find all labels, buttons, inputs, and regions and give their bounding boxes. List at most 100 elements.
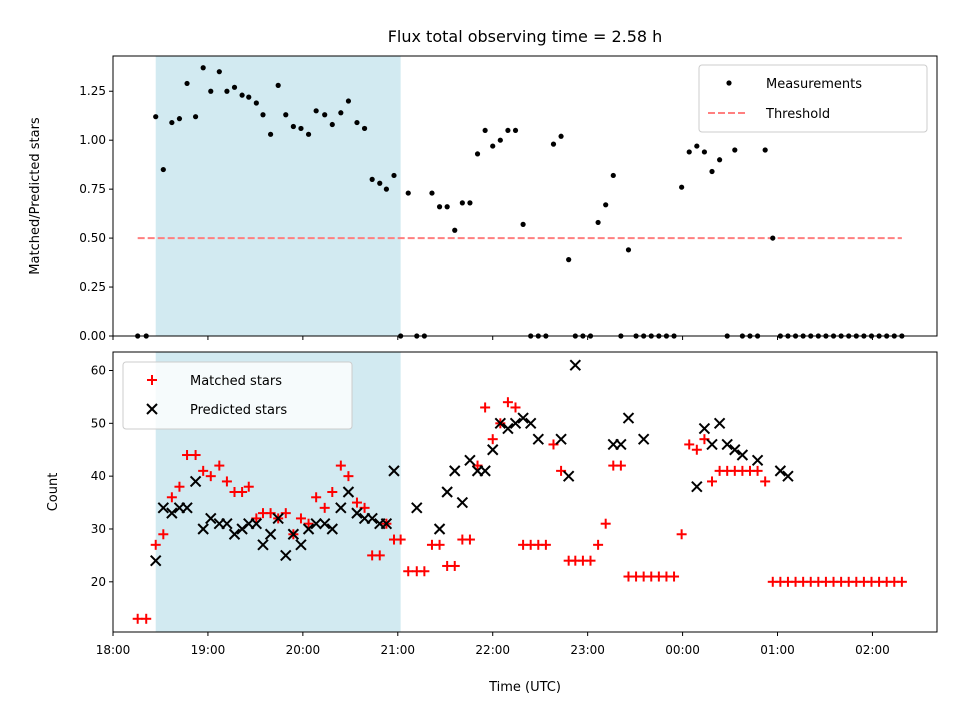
top-axes-frame [112,55,938,337]
top-legend-measurements-label: Measurements [766,77,862,92]
predicted-star-point [380,517,393,530]
matched-star-point [502,397,513,408]
measurement-point [246,94,252,100]
measurement-point [405,190,411,196]
bottom-y-tick-label: 60 [91,363,106,377]
bottom-x-tick-label: 22:00 [475,643,510,657]
matched-star-point [707,476,718,487]
predicted-star-point [351,507,363,519]
predicted-star-point [479,465,491,477]
measurement-point [452,227,458,233]
predicted-star-point [532,433,544,445]
predicted-star-point [157,502,170,514]
matched-star-point [190,450,201,461]
measurement-point [603,202,609,208]
bottom-legend-predicted-marker [146,403,158,415]
measurement-point [436,204,443,210]
matched-star-point [198,465,209,476]
matched-star-point [327,487,338,497]
bottom-x-tick-label: 02:00 [855,643,890,657]
predicted-star-point [366,512,378,525]
measurement-point [224,88,230,94]
predicted-star-point [280,549,292,562]
measurement-point [322,112,328,118]
measurement-point [762,147,768,153]
bottom-x-axis-label: Time (UTC) [488,680,561,695]
bottom-y-ticks: 20 30 40 50 60 [91,363,113,589]
predicted-star-point [509,417,522,430]
measurement-point [566,257,572,263]
matched-star-point [593,539,604,550]
predicted-star-point [388,465,400,477]
matched-star-point [319,502,330,513]
matched-star-point [237,487,248,497]
measurement-point [290,123,296,130]
predicted-star-point [615,438,627,451]
top-chart-title: Flux total observing time = 2.58 h [388,27,663,46]
matched-star-point [669,571,680,582]
matched-star-point [684,439,695,450]
matched-star-point [760,476,771,487]
matched-star-point [166,492,177,503]
matched-star-point [221,476,232,487]
matched-star-point [174,481,185,492]
predicted-star-point [774,465,787,477]
predicted-star-point [449,465,461,477]
measurement-point [361,125,368,132]
predicted-star-point [464,454,476,467]
measurement-point [550,141,557,147]
bottom-x-tick-label: 00:00 [665,643,700,657]
predicted-star-point [494,417,507,430]
predicted-star-point [150,554,162,567]
measurement-point [231,84,238,90]
predicted-star-point [555,433,567,445]
bottom-x-tick-label: 20:00 [286,643,321,657]
measurement-point [239,92,245,98]
measurement-point [686,149,692,155]
predicted-star-point [326,523,338,535]
measurement-point [391,172,397,179]
measurement-point [497,137,503,143]
predicted-star-point [318,517,331,530]
matched-star-point [303,518,314,529]
matched-star-point [540,539,551,550]
predicted-star-point [706,438,718,451]
bottom-x-ticks: 18:00 19:00 20:00 21:00 22:00 23:00 00:00 01:00… [96,632,890,657]
matched-star-point [132,613,143,624]
predicted-star-point [302,523,315,535]
measurement-point [329,121,335,128]
matched-star-point [615,460,626,471]
predicted-star-point [524,417,537,430]
bottom-y-axis-label: Count [46,473,61,512]
predicted-star-point [228,528,241,540]
matched-star-point [419,566,430,577]
measurement-point [732,147,738,153]
measurement-point [512,127,519,134]
matched-star-point [449,560,460,571]
top-y-tick-label: 0.25 [79,280,106,294]
matched-star-point [487,434,498,445]
measurement-point [184,80,190,87]
measurement-point [558,133,564,139]
bottom-x-tick-label: 23:00 [570,643,605,657]
predicted-star-point [698,422,711,435]
bottom-axes-frame [112,351,938,633]
bottom-y-tick-label: 40 [91,469,106,483]
measurement-point [313,108,319,114]
matched-star-point [395,534,406,545]
predicted-star-point [729,444,741,456]
measurement-point [260,112,266,118]
matched-star-point [403,566,414,577]
measurement-point [444,204,450,210]
predicted-star-point [205,512,217,525]
matched-star-point [335,460,346,471]
measurement-point [482,127,488,134]
predicted-star-point [181,502,193,514]
predicted-star-point [197,523,209,535]
matched-star-point [311,492,322,503]
measurement-point [169,119,175,126]
bottom-x-tick-label: 19:00 [191,643,226,657]
top-legend: Measurements Threshold [698,64,928,133]
predicted-star-point [713,417,726,430]
measurement-point [192,114,199,120]
